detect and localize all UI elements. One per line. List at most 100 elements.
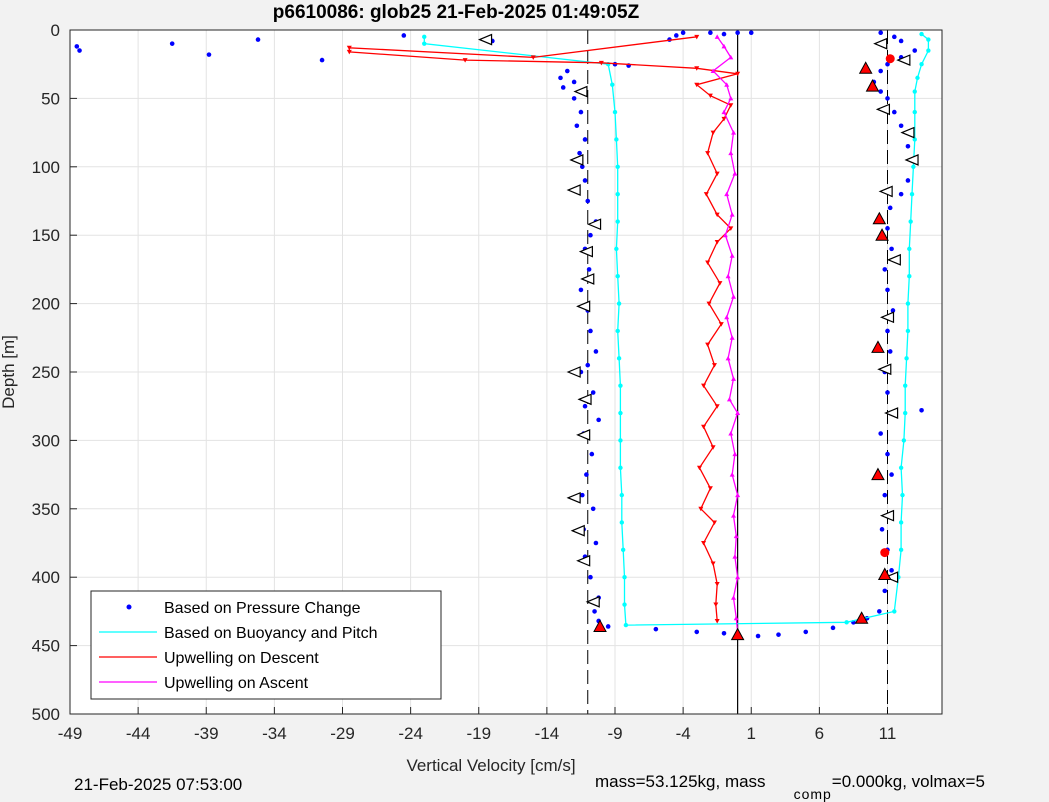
based-on-pressure-change-point	[898, 38, 904, 44]
upwelling-on-ascent-point	[733, 533, 739, 539]
based-on-pressure-change-point	[887, 349, 893, 354]
based-on-pressure-change-point	[878, 68, 883, 74]
upwelling-on-descent-point	[701, 424, 707, 430]
based-on-buoyancy-and-pitch-point	[892, 609, 897, 614]
legend-box	[90, 590, 442, 700]
upwelling-on-ascent-point	[731, 513, 737, 518]
based-on-pressure-change-point	[592, 609, 597, 614]
based-on-pressure-change-point	[588, 232, 593, 238]
based-on-pressure-change-point	[887, 205, 893, 211]
based-on-buoyancy-and-pitch-point	[615, 328, 620, 334]
based-on-pressure-change-point	[919, 408, 924, 413]
based-on-pressure-change-point	[878, 89, 883, 94]
series-group	[74, 30, 931, 639]
red-triangle-marker	[875, 228, 889, 241]
based-on-pressure-change-point	[882, 492, 888, 498]
red-circle-marker	[885, 54, 895, 64]
upwelling-on-descent-point	[462, 58, 468, 63]
legend-entry-label: Based on Pressure Change	[164, 600, 361, 617]
based-on-pressure-change-point	[882, 267, 888, 272]
x-tick-label: 1	[747, 724, 756, 743]
based-on-buoyancy-and-pitch-point	[619, 520, 625, 525]
based-on-buoyancy-and-pitch-point	[618, 438, 623, 443]
based-on-buoyancy-and-pitch-point	[620, 547, 626, 553]
based-on-pressure-change-point	[882, 588, 888, 594]
based-on-pressure-change-point	[255, 37, 261, 42]
y-tick-label: 350	[32, 500, 60, 519]
upwelling-on-ascent-point	[725, 273, 731, 279]
turnaround-marker	[884, 571, 899, 584]
based-on-buoyancy-and-pitch-point	[422, 34, 427, 40]
based-on-pressure-change-point	[582, 137, 588, 142]
based-on-pressure-change-point	[830, 625, 836, 631]
upwelling-on-descent-point	[705, 151, 711, 156]
based-on-pressure-change-point	[593, 349, 599, 354]
upwelling-on-ascent-point	[735, 492, 741, 498]
x-tick-label: -29	[330, 724, 355, 743]
based-on-buoyancy-and-pitch-point	[844, 620, 849, 625]
based-on-buoyancy-and-pitch-point	[422, 41, 427, 46]
based-on-buoyancy-and-pitch-point	[616, 356, 622, 361]
based-on-pressure-change-point	[905, 178, 911, 183]
upwelling-on-ascent-point	[721, 109, 727, 115]
turnaround-marker	[585, 595, 600, 608]
based-on-pressure-change-point	[892, 34, 897, 40]
based-on-buoyancy-and-pitch-point	[622, 575, 627, 580]
based-on-buoyancy-and-pitch-point	[907, 246, 912, 252]
red-circle-marker	[880, 548, 890, 558]
y-tick-label: 250	[32, 363, 60, 382]
upwelling-on-ascent-point	[728, 431, 734, 436]
based-on-pressure-change-point	[585, 362, 591, 368]
based-on-buoyancy-and-pitch-point	[903, 410, 908, 416]
upwelling-on-descent-point	[530, 55, 536, 60]
y-axis-label: Depth [m]	[0, 335, 18, 409]
based-on-pressure-change-point	[169, 41, 175, 46]
turnaround-marker	[577, 393, 592, 406]
upwelling-on-ascent-point	[728, 150, 734, 156]
red-triangle-marker	[858, 61, 873, 74]
turnaround-marker	[576, 300, 591, 313]
based-on-pressure-change-point	[401, 33, 407, 38]
based-on-pressure-change-point	[680, 30, 686, 36]
based-on-pressure-change-point	[582, 178, 588, 183]
upwelling-on-ascent-point	[732, 554, 738, 559]
x-tick-label: -4	[676, 724, 691, 743]
upwelling-on-descent-point	[698, 506, 704, 512]
based-on-pressure-change-point	[889, 246, 894, 252]
based-on-pressure-change-point	[577, 150, 582, 156]
y-tick-label: 150	[32, 226, 60, 245]
upwelling-on-descent-point	[701, 383, 707, 389]
upwelling-on-ascent-point	[731, 595, 737, 600]
turnaround-marker	[884, 407, 899, 419]
based-on-buoyancy-and-pitch-point	[912, 89, 917, 94]
marker-group	[478, 33, 919, 641]
based-on-pressure-change-point	[586, 267, 592, 272]
legend-entry-label: Based on Buoyancy and Pitch	[164, 625, 377, 642]
based-on-buoyancy-and-pitch-point	[905, 301, 911, 306]
turnaround-marker	[576, 554, 591, 567]
based-on-pressure-change-point	[77, 48, 82, 53]
based-on-pressure-change-point	[885, 96, 890, 101]
footer-mass: mass=53.125kg, mass comp=0.000kg, volmax=…	[595, 772, 985, 802]
based-on-pressure-change-point	[74, 44, 80, 49]
based-on-pressure-change-point	[578, 109, 584, 115]
based-on-buoyancy-and-pitch-point	[915, 75, 920, 81]
upwelling-on-descent-point	[705, 342, 711, 348]
turnaround-marker	[877, 363, 892, 376]
x-tick-label: -9	[607, 724, 622, 743]
based-on-pressure-change-point	[885, 451, 890, 457]
based-on-buoyancy-and-pitch-point	[919, 61, 924, 67]
upwelling-on-descent-point	[706, 301, 712, 307]
based-on-pressure-change-point	[584, 472, 589, 477]
upwelling-on-descent-point	[714, 240, 720, 245]
upwelling-on-descent-point	[714, 212, 720, 218]
red-triangle-marker	[730, 627, 745, 641]
y-tick-label: 50	[41, 89, 60, 108]
based-on-pressure-change-point	[605, 624, 611, 629]
turnaround-marker	[879, 311, 895, 324]
based-on-pressure-change-point	[674, 33, 679, 38]
based-on-pressure-change-point	[885, 287, 890, 293]
turnaround-marker	[873, 37, 888, 50]
based-on-buoyancy-and-pitch-point	[898, 465, 904, 470]
